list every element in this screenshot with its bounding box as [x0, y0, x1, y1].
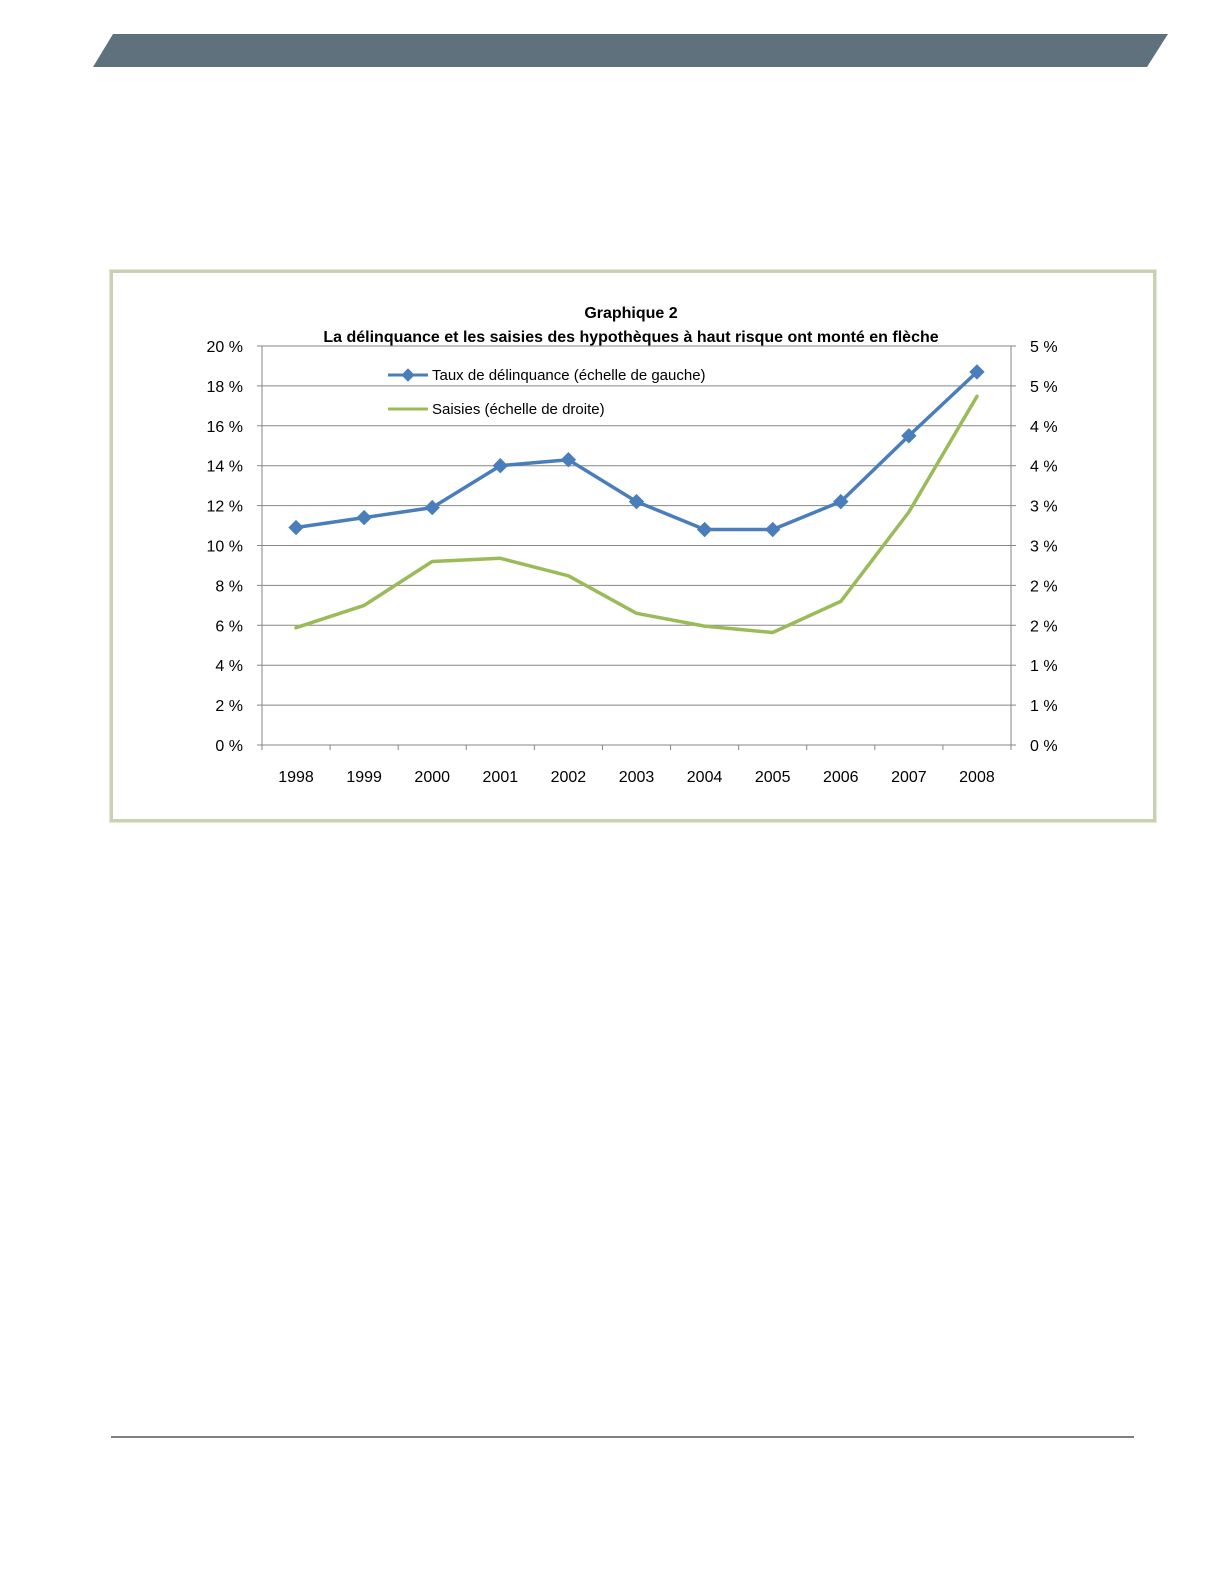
delinquency-point — [833, 493, 849, 510]
x-axis-tick-label: 1999 — [346, 769, 382, 786]
right-axis-tick-label: 2 % — [1030, 578, 1058, 595]
series-delinquency — [288, 364, 985, 538]
x-axis-tick-label: 2003 — [619, 769, 655, 786]
footer-rule — [111, 1436, 1134, 1438]
x-axis-tick-label: 2005 — [755, 769, 791, 786]
legend-label-foreclosures: Saisies (échelle de droite) — [432, 401, 605, 418]
x-axis-tick-label: 2002 — [551, 769, 587, 786]
left-axis-tick-label: 4 % — [215, 658, 243, 675]
left-axis-tick-label: 20 % — [207, 339, 243, 356]
left-axis-tick-label: 16 % — [207, 419, 243, 436]
legend-marker-diamond — [401, 368, 415, 382]
x-axis-tick-label: 1998 — [278, 769, 314, 786]
right-axis-tick-label: 4 % — [1030, 459, 1058, 476]
legend-item-foreclosures: Saisies (échelle de droite) — [388, 401, 605, 418]
x-axis-tick-label: 2006 — [823, 769, 859, 786]
right-axis-tick-label: 3 % — [1030, 539, 1058, 556]
delinquency-point — [969, 364, 985, 380]
legend: Taux de délinquance (échelle de gauche) … — [388, 367, 706, 418]
gridlines — [262, 345, 1011, 706]
left-axis-tick-label: 10 % — [207, 539, 243, 556]
right-axis-tick-label: 1 % — [1030, 698, 1058, 715]
right-axis-tick-label: 3 % — [1030, 499, 1058, 516]
left-axis-tick-label: 12 % — [207, 499, 243, 516]
x-axis-tick-label: 2004 — [687, 769, 723, 786]
delinquency-point — [492, 457, 509, 474]
right-axis-tick-label: 0 % — [1030, 738, 1058, 755]
legend-label-delinquency: Taux de délinquance (échelle de gauche) — [432, 367, 706, 384]
right-axis-tick-labels: 0 % 1 % 1 % 2 % 2 % 3 % 3 % 4 % 4 % 5 % 5 % — [1030, 339, 1058, 755]
left-axis-tick-labels: 0 % 2 % 4 % 6 % 8 % 10 % 12 % 14 % 16 % 18 % 20 % — [207, 339, 243, 755]
left-axis-tick-label: 6 % — [215, 618, 243, 635]
right-axis-tick-label: 1 % — [1030, 658, 1058, 675]
header-banner — [93, 34, 1168, 67]
right-axis-tick-label: 5 % — [1030, 379, 1058, 396]
x-axis-tick-labels: 1998 1999 2000 2001 2002 2003 2004 2005 2006 2007… — [278, 769, 995, 786]
header-banner-shape — [93, 34, 1168, 67]
delinquency-point — [901, 428, 917, 444]
delinquency-point — [764, 521, 781, 538]
x-axis-tick-label: 2000 — [414, 769, 450, 786]
axes — [257, 345, 1016, 750]
chart-subtitle: La délinquance et les saisies des hypoth… — [323, 329, 938, 346]
x-axis-tick-label: 2008 — [959, 769, 995, 786]
series-foreclosures — [294, 394, 979, 635]
left-axis-tick-label: 18 % — [207, 379, 243, 396]
delinquency-point — [696, 521, 713, 538]
legend-item-delinquency: Taux de délinquance (échelle de gauche) — [388, 367, 706, 384]
left-axis-tick-label: 2 % — [215, 698, 243, 715]
left-axis-tick-label: 8 % — [215, 578, 243, 595]
chart-title: Graphique 2 — [584, 305, 677, 322]
delinquency-point — [424, 499, 440, 516]
right-axis-tick-label: 2 % — [1030, 618, 1058, 635]
delinquency-point — [356, 509, 372, 526]
right-axis-tick-label: 4 % — [1030, 419, 1058, 436]
delinquency-point — [288, 519, 304, 536]
left-axis-tick-label: 0 % — [215, 738, 243, 755]
right-axis-tick-label: 5 % — [1030, 339, 1058, 356]
left-axis-tick-label: 14 % — [207, 459, 243, 476]
foreclosures-line — [294, 394, 979, 635]
series — [288, 364, 985, 635]
delinquency-point — [628, 493, 645, 510]
delinquency-point — [560, 452, 577, 468]
x-axis-tick-label: 2007 — [891, 769, 927, 786]
x-axis-tick-label: 2001 — [483, 769, 519, 786]
